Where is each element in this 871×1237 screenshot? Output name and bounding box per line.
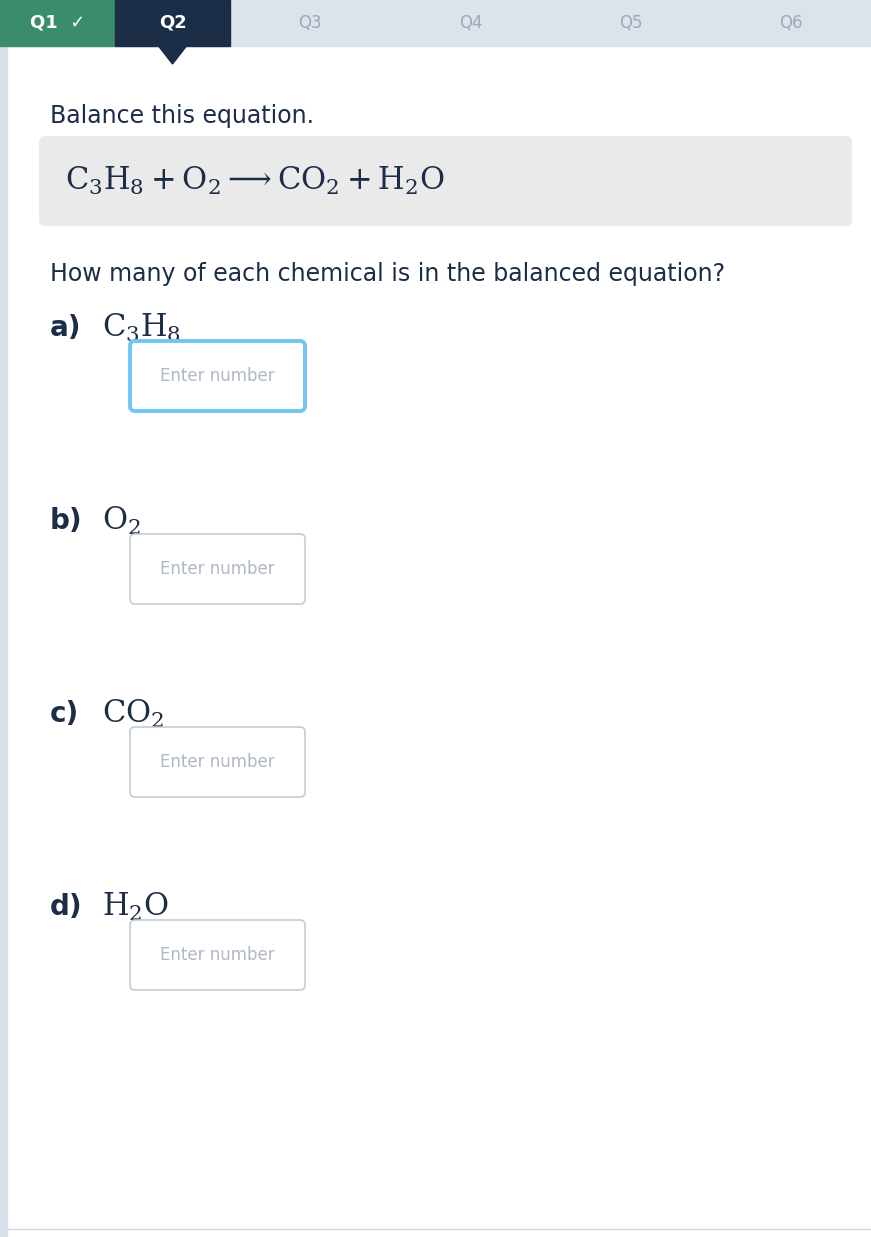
Text: c): c) bbox=[50, 700, 79, 729]
Bar bbox=[0, 0, 871, 46]
Text: Q6: Q6 bbox=[780, 14, 802, 32]
Text: Balance this equation.: Balance this equation. bbox=[50, 104, 314, 127]
Text: Q2: Q2 bbox=[159, 14, 186, 32]
FancyBboxPatch shape bbox=[130, 341, 305, 411]
Text: a): a) bbox=[50, 314, 82, 341]
Text: Enter number: Enter number bbox=[160, 753, 275, 771]
Text: $\mathregular{C_3H_8 + O_2 \longrightarrow CO_2 + H_2O}$: $\mathregular{C_3H_8 + O_2 \longrightarr… bbox=[65, 165, 444, 197]
Text: $\mathregular{C_3H_8}$: $\mathregular{C_3H_8}$ bbox=[102, 312, 181, 344]
FancyBboxPatch shape bbox=[39, 136, 852, 226]
Text: $\mathregular{O_2}$: $\mathregular{O_2}$ bbox=[102, 505, 141, 537]
Text: d): d) bbox=[50, 893, 83, 922]
Bar bbox=[0, 0, 115, 46]
FancyBboxPatch shape bbox=[130, 727, 305, 797]
Text: $\mathregular{CO_2}$: $\mathregular{CO_2}$ bbox=[102, 698, 164, 730]
Text: Enter number: Enter number bbox=[160, 946, 275, 964]
Text: b): b) bbox=[50, 507, 83, 534]
FancyBboxPatch shape bbox=[130, 534, 305, 604]
Text: How many of each chemical is in the balanced equation?: How many of each chemical is in the bala… bbox=[50, 262, 726, 286]
Bar bbox=[115, 0, 230, 46]
Text: Enter number: Enter number bbox=[160, 560, 275, 578]
Polygon shape bbox=[159, 46, 186, 64]
Text: Q4: Q4 bbox=[459, 14, 483, 32]
Text: Enter number: Enter number bbox=[160, 367, 275, 385]
FancyBboxPatch shape bbox=[130, 920, 305, 990]
Text: Q1  ✓: Q1 ✓ bbox=[30, 14, 85, 32]
Text: $\mathregular{H_2O}$: $\mathregular{H_2O}$ bbox=[102, 891, 169, 923]
Text: Q3: Q3 bbox=[298, 14, 322, 32]
Text: Q5: Q5 bbox=[619, 14, 643, 32]
Bar bbox=[0, 46, 7, 1237]
